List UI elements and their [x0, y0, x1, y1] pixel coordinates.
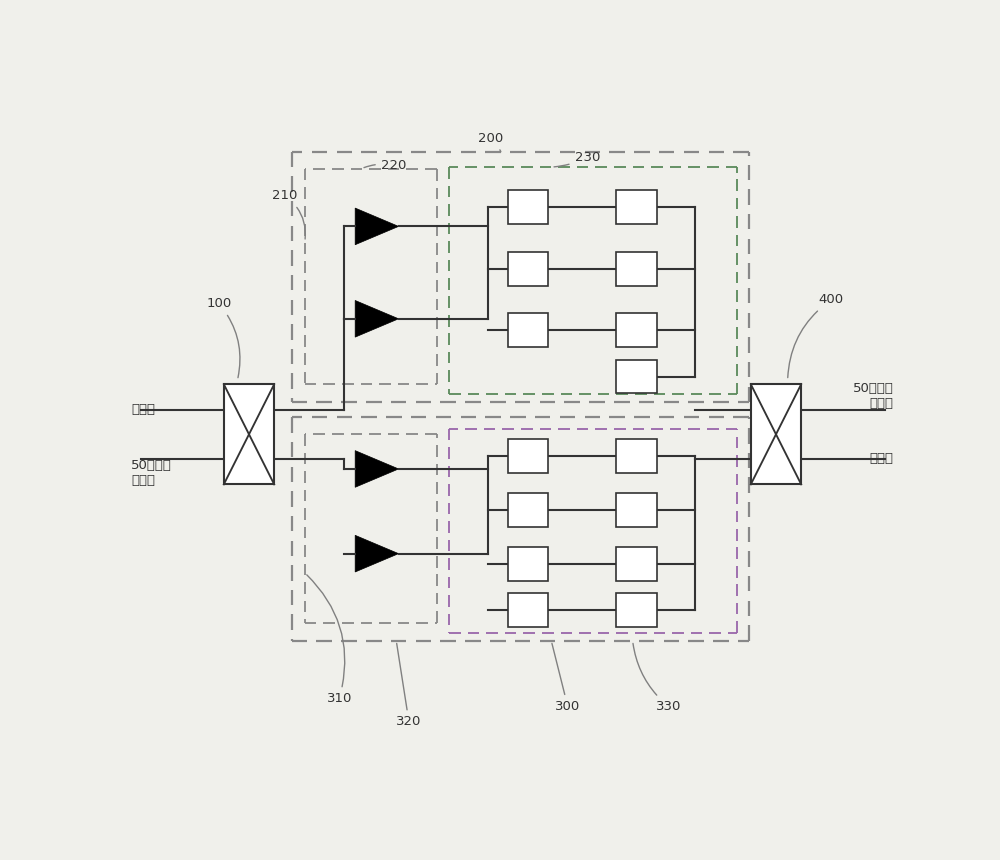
Polygon shape: [512, 550, 544, 577]
Polygon shape: [512, 255, 544, 282]
Polygon shape: [355, 535, 399, 572]
Bar: [508, 493, 548, 526]
Text: 300: 300: [552, 643, 580, 713]
Bar: [751, 384, 801, 484]
Text: 210: 210: [272, 189, 305, 239]
Polygon shape: [355, 451, 399, 488]
Text: 200: 200: [478, 132, 503, 151]
Bar: [616, 313, 657, 347]
Bar: [616, 439, 657, 473]
Bar: [508, 439, 548, 473]
Polygon shape: [512, 597, 544, 623]
Text: 输入端: 输入端: [131, 403, 155, 416]
Polygon shape: [621, 550, 652, 577]
Polygon shape: [512, 443, 544, 469]
Polygon shape: [621, 597, 652, 623]
Polygon shape: [621, 317, 652, 343]
Bar: [616, 252, 657, 286]
Polygon shape: [512, 194, 544, 220]
Bar: [616, 359, 657, 394]
Polygon shape: [355, 300, 399, 337]
Polygon shape: [621, 497, 652, 523]
Bar: [508, 252, 548, 286]
Polygon shape: [621, 194, 652, 220]
Text: 50欧姆匹
配阻抗: 50欧姆匹 配阻抗: [853, 382, 894, 410]
Polygon shape: [621, 443, 652, 469]
Text: 310: 310: [307, 574, 352, 705]
Bar: [616, 593, 657, 627]
Bar: [224, 384, 274, 484]
Polygon shape: [621, 364, 652, 390]
Bar: [616, 190, 657, 224]
Text: 320: 320: [396, 643, 422, 728]
Bar: [508, 593, 548, 627]
Polygon shape: [512, 497, 544, 523]
Text: 330: 330: [633, 643, 681, 713]
Polygon shape: [621, 255, 652, 282]
Polygon shape: [355, 208, 399, 245]
Bar: [508, 190, 548, 224]
Text: 50欧姆匹
配阻抗: 50欧姆匹 配阻抗: [131, 458, 172, 487]
Text: 220: 220: [364, 158, 406, 172]
Bar: [508, 313, 548, 347]
Bar: [616, 493, 657, 526]
Text: 输出端: 输出端: [870, 452, 894, 465]
Bar: [508, 547, 548, 581]
Text: 230: 230: [554, 151, 600, 167]
Text: 400: 400: [788, 293, 844, 378]
Bar: [616, 547, 657, 581]
Polygon shape: [512, 317, 544, 343]
Text: 100: 100: [206, 298, 240, 378]
